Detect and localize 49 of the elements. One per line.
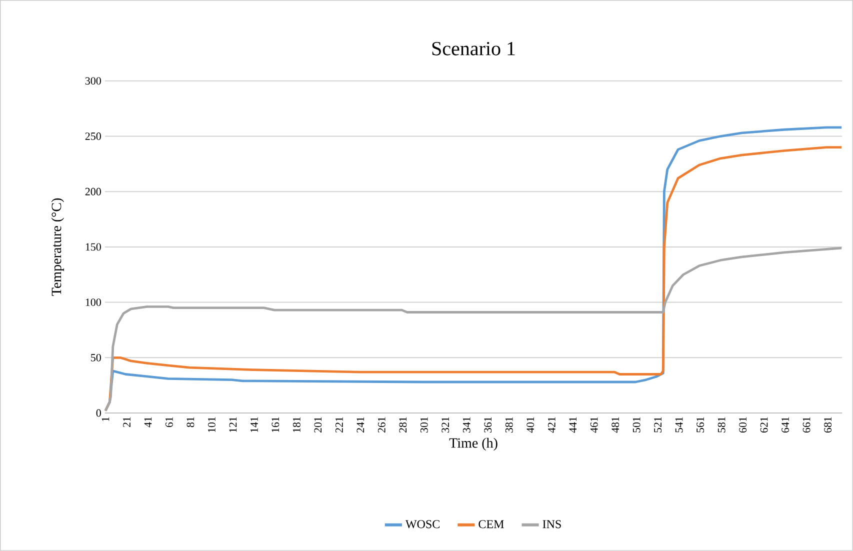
x-tick-label: 641	[782, 417, 789, 433]
x-tick-label: 561	[696, 417, 704, 432]
x-tick-label: 221	[336, 417, 343, 433]
x-tick-label: 401	[526, 417, 534, 433]
x-tick-label: 681	[824, 417, 832, 433]
x-tick-label: 481	[612, 417, 620, 433]
y-tick-label: 50	[91, 354, 101, 362]
x-tick-label: 161	[272, 417, 280, 432]
line-series	[104, 246, 843, 412]
x-tick-label: 41	[144, 417, 152, 428]
y-tick-label: 300	[85, 77, 101, 85]
x-tick-label: 521	[654, 417, 662, 432]
y-tick-label: 150	[86, 243, 101, 251]
chart-title: Scenario 1	[432, 42, 515, 56]
legend-label: CEM	[478, 520, 504, 528]
x-tick-label: 81	[186, 417, 194, 428]
x-tick-label: 261	[378, 417, 386, 433]
x-tick-label: 121	[229, 417, 237, 432]
x-axis-title: Time (h)	[449, 438, 498, 451]
x-tick-label: 61	[166, 417, 173, 428]
x-tick-label: 501	[632, 417, 640, 432]
x-tick-label: 321	[442, 417, 450, 433]
x-tick-label: 601	[739, 417, 747, 433]
x-tick-label: 181	[292, 417, 300, 432]
x-tick-label: 661	[802, 417, 810, 433]
x-tick-label: 281	[399, 417, 407, 433]
y-tick-label: 100	[86, 298, 101, 306]
x-tick-label: 21	[123, 417, 130, 428]
y-tick-label: 250	[85, 132, 101, 140]
x-tick-label: 301	[420, 417, 428, 433]
x-tick-label: 1	[102, 417, 110, 422]
legend-label: WOSC	[405, 520, 440, 528]
legend-label: INS	[542, 520, 561, 528]
x-tick-label: 381	[505, 417, 513, 433]
x-tick-label: 421	[548, 417, 556, 433]
y-tick-label: 200	[85, 188, 101, 196]
y-axis-title: Temperature (°C)	[51, 198, 64, 296]
x-tick-label: 621	[760, 417, 768, 433]
x-tick-label: 581	[718, 417, 726, 432]
x-tick-label: 241	[356, 417, 364, 433]
x-tick-label: 361	[484, 417, 492, 433]
x-tick-label: 341	[462, 417, 470, 433]
x-tick-label: 141	[250, 417, 258, 432]
x-tick-label: 441	[569, 417, 576, 433]
x-tick-label: 541	[675, 417, 683, 432]
y-tick-label: 0	[96, 409, 101, 417]
x-tick-label: 101	[208, 417, 216, 432]
x-tick-label: 201	[314, 417, 322, 433]
x-tick-label: 461	[590, 417, 598, 433]
